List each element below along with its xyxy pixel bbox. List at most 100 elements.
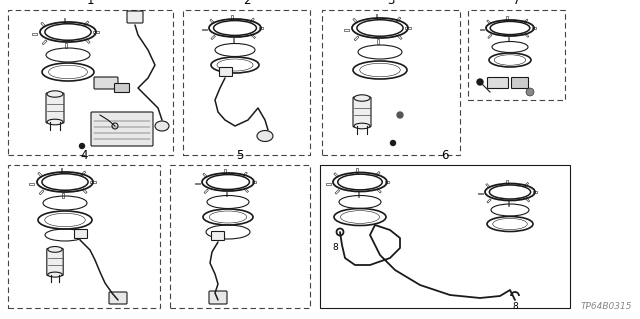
Bar (524, 182, 529, 187)
Bar (33, 33, 38, 35)
Ellipse shape (354, 95, 370, 101)
Bar (356, 168, 358, 173)
Bar (524, 19, 528, 23)
Bar (83, 189, 87, 194)
Bar (251, 34, 255, 39)
Bar (90, 181, 95, 183)
Bar (354, 36, 359, 41)
FancyBboxPatch shape (211, 232, 225, 241)
Ellipse shape (48, 272, 62, 277)
Bar (233, 38, 234, 42)
Bar (479, 29, 484, 30)
Bar (202, 29, 207, 30)
Bar (334, 173, 339, 177)
Bar (61, 168, 63, 173)
Bar (377, 188, 381, 193)
FancyBboxPatch shape (127, 11, 143, 23)
Bar (203, 173, 207, 178)
Bar (224, 169, 226, 174)
Bar (506, 180, 508, 184)
FancyBboxPatch shape (209, 291, 227, 304)
Bar (195, 183, 200, 184)
Bar (210, 19, 214, 24)
Bar (344, 29, 349, 31)
FancyBboxPatch shape (47, 249, 63, 276)
Text: 8: 8 (512, 302, 518, 311)
Bar (508, 37, 509, 41)
Ellipse shape (155, 121, 169, 131)
Bar (38, 172, 43, 177)
Bar (532, 27, 536, 29)
Bar (385, 181, 389, 183)
Circle shape (79, 144, 84, 149)
Text: 7: 7 (513, 0, 520, 7)
Bar (478, 193, 483, 194)
Bar (378, 39, 380, 44)
Bar (42, 40, 47, 45)
Ellipse shape (354, 123, 370, 129)
Bar (397, 35, 402, 40)
Bar (84, 21, 89, 26)
Text: 1: 1 (87, 0, 94, 7)
Bar (406, 27, 410, 29)
Bar (353, 18, 358, 23)
Circle shape (390, 140, 396, 145)
Bar (525, 198, 530, 202)
Bar (250, 18, 254, 22)
Ellipse shape (47, 119, 63, 125)
Bar (487, 199, 491, 203)
Bar (532, 191, 537, 193)
Bar (376, 14, 378, 19)
Bar (259, 27, 263, 29)
Bar (326, 183, 331, 185)
Ellipse shape (257, 130, 273, 142)
Bar (39, 190, 44, 195)
FancyBboxPatch shape (91, 112, 153, 146)
Text: 3: 3 (387, 0, 395, 7)
Text: 5: 5 (236, 149, 244, 162)
FancyBboxPatch shape (94, 77, 118, 89)
Bar (525, 33, 529, 37)
Text: 4: 4 (80, 149, 88, 162)
Bar (506, 16, 508, 21)
Text: 8: 8 (332, 243, 338, 253)
Text: 6: 6 (441, 149, 449, 162)
Circle shape (526, 88, 534, 96)
Bar (244, 188, 248, 192)
Bar (243, 172, 247, 176)
Circle shape (397, 112, 403, 118)
Bar (211, 35, 216, 40)
FancyBboxPatch shape (220, 68, 232, 77)
Bar (204, 189, 209, 194)
Ellipse shape (47, 91, 63, 97)
Bar (335, 189, 340, 194)
Bar (93, 31, 99, 33)
Bar (231, 15, 233, 20)
Bar (64, 18, 65, 23)
Bar (358, 192, 359, 197)
FancyBboxPatch shape (109, 292, 127, 304)
Bar (376, 172, 380, 176)
Bar (81, 171, 86, 176)
Ellipse shape (48, 247, 62, 252)
FancyBboxPatch shape (488, 78, 509, 88)
FancyBboxPatch shape (115, 84, 129, 93)
FancyBboxPatch shape (46, 93, 64, 123)
Bar (41, 22, 45, 27)
Bar (226, 192, 227, 197)
Bar (65, 43, 67, 48)
Bar (508, 201, 509, 206)
Bar (487, 20, 491, 24)
Bar (29, 183, 35, 185)
Circle shape (477, 79, 483, 85)
Bar (486, 183, 490, 188)
Bar (63, 193, 64, 198)
FancyBboxPatch shape (511, 78, 529, 88)
Text: 2: 2 (243, 0, 250, 7)
Bar (396, 17, 401, 22)
FancyBboxPatch shape (353, 97, 371, 127)
FancyBboxPatch shape (74, 229, 88, 239)
Bar (252, 181, 257, 183)
Bar (85, 39, 90, 43)
Text: TP64B0315: TP64B0315 (580, 302, 632, 311)
